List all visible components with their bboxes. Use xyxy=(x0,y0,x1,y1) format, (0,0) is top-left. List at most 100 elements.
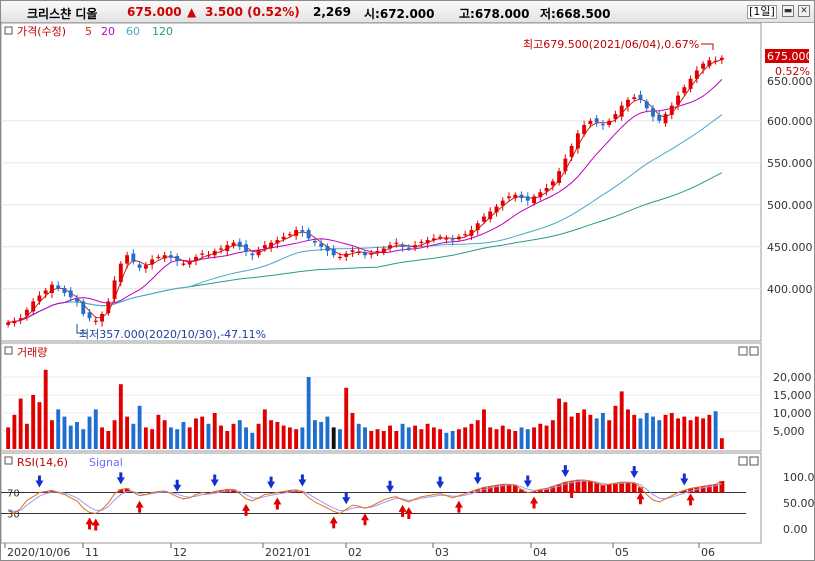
volume-legend: 거래량 xyxy=(17,346,47,359)
volume-bar xyxy=(431,427,436,449)
volume-bar xyxy=(588,414,593,449)
last-change-label: 0.52% xyxy=(775,65,810,78)
volume-bar xyxy=(701,418,706,449)
x-tick-label: 2020/10/06 xyxy=(7,546,70,559)
volume-bar xyxy=(482,409,486,449)
buy-signal-icon xyxy=(636,492,645,505)
buy-signal-icon xyxy=(567,486,576,499)
volume-bar xyxy=(200,416,205,449)
volume-bar xyxy=(162,420,167,449)
volume-bar xyxy=(6,427,11,449)
ma60-line xyxy=(8,114,723,323)
volume-bar xyxy=(256,423,261,449)
panel-minimize-icon[interactable] xyxy=(738,456,748,466)
candle-body xyxy=(68,290,73,298)
volume-bar xyxy=(707,414,712,449)
x-tick-label: 2021/01 xyxy=(265,546,311,559)
candle-body xyxy=(331,248,336,256)
legend-ma20: 20 xyxy=(101,25,115,38)
volume-bar xyxy=(168,427,173,449)
candle-body xyxy=(538,192,543,198)
y-tick-label: 500.000 xyxy=(767,199,813,212)
volume-bar xyxy=(137,405,142,449)
minimize-icon[interactable]: ▬ xyxy=(782,5,794,17)
panel-close-icon[interactable] xyxy=(749,456,759,466)
volume-bar xyxy=(413,425,418,449)
volume-bar xyxy=(363,427,367,449)
volume-bar xyxy=(118,384,123,449)
rsi-legend: RSI(14,6) xyxy=(17,456,68,469)
candle-body xyxy=(425,240,430,244)
volume-bar xyxy=(438,429,443,449)
volume-bar xyxy=(93,409,98,449)
y-tick-label: 50.00 xyxy=(783,497,814,510)
candle-body xyxy=(494,206,499,213)
volume-bar xyxy=(388,425,392,449)
candle-body xyxy=(187,261,192,265)
panel-menu-icon[interactable] xyxy=(4,26,13,35)
rsi-level-label: 30 xyxy=(7,509,20,520)
candle-body xyxy=(519,194,524,199)
period-selector[interactable]: [1일] xyxy=(747,5,777,19)
candle-body xyxy=(125,255,130,264)
volume-bar xyxy=(37,402,42,449)
candle-body xyxy=(413,245,418,248)
volume-bar xyxy=(569,416,574,449)
candle-body xyxy=(613,114,618,120)
volume-bar xyxy=(338,429,342,449)
panel-menu-icon[interactable] xyxy=(4,346,13,355)
candle-body xyxy=(56,285,61,289)
panel-menu-icon[interactable] xyxy=(4,456,13,465)
candle-body xyxy=(600,124,605,126)
candle-body xyxy=(638,94,643,100)
volume-bar xyxy=(494,429,499,449)
buy-signal-icon xyxy=(361,513,369,526)
volume-bar xyxy=(294,429,299,449)
buy-signal-icon xyxy=(135,500,144,513)
sell-signal-icon xyxy=(386,480,395,493)
candle-body xyxy=(43,290,48,294)
candle-body xyxy=(363,252,367,256)
high-readout: 고:678.000 xyxy=(459,7,530,21)
panel-minimize-icon[interactable] xyxy=(738,346,748,356)
volume-bar xyxy=(488,427,493,449)
candle-body xyxy=(488,211,493,220)
candle-body xyxy=(75,298,79,302)
volume-bar xyxy=(68,425,73,449)
price-change: 3.500 (0.52%) xyxy=(205,5,300,19)
volume-bar xyxy=(375,429,380,449)
volume-bar xyxy=(262,409,267,449)
y-tick-label: 15,000 xyxy=(773,389,812,402)
candle-body xyxy=(500,200,505,206)
stock-name: 크리스챤 디올 xyxy=(27,7,98,21)
legend-ma60: 60 xyxy=(126,25,140,38)
candle-body xyxy=(175,256,180,262)
volume-bar xyxy=(475,420,480,449)
x-tick-label: 02 xyxy=(348,546,362,559)
sell-signal-icon xyxy=(173,479,182,492)
volume-bar xyxy=(463,427,468,449)
legend-ma5: 5 xyxy=(85,25,92,38)
panel-close-icon[interactable] xyxy=(749,346,759,356)
last-price-label: 675.000 xyxy=(767,50,813,63)
y-tick-label: 600.000 xyxy=(767,115,813,128)
buy-signal-icon xyxy=(329,516,338,529)
candle-body xyxy=(532,196,536,204)
candle-body xyxy=(438,236,443,238)
x-tick-label: 06 xyxy=(701,546,715,559)
volume-bar xyxy=(507,429,511,449)
stock-chart: 가격(수정) 5 20 60 120 거래량 RSI(14,6) Signal … xyxy=(1,23,814,559)
candle-body xyxy=(456,236,461,240)
volume-bar xyxy=(319,422,324,449)
volume-bar xyxy=(563,402,568,449)
volume-bar xyxy=(519,427,524,449)
close-icon[interactable]: ✕ xyxy=(798,5,810,17)
candle-body xyxy=(356,251,361,254)
candle-body xyxy=(369,253,374,255)
volume-bar xyxy=(187,427,192,449)
sell-signal-icon xyxy=(35,475,44,488)
candle-body xyxy=(607,120,612,125)
volume-bar xyxy=(62,416,67,449)
sell-signal-icon xyxy=(116,472,125,485)
volume-bar xyxy=(394,431,399,449)
